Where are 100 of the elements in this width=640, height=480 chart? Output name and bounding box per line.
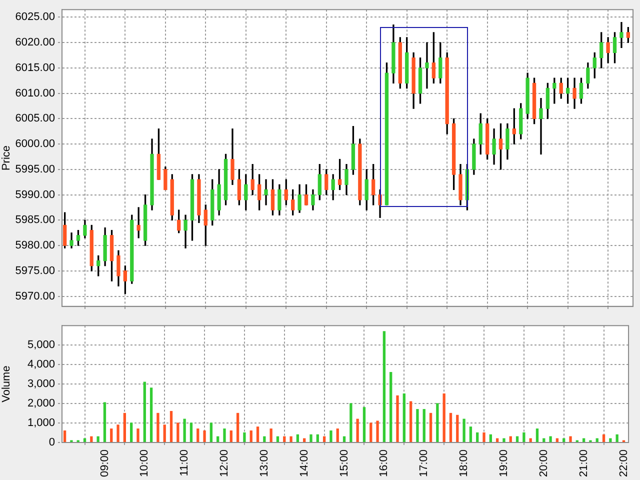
bar	[436, 403, 439, 442]
bar	[170, 410, 173, 442]
bar	[150, 388, 153, 442]
x-tick-label: 16:00	[378, 449, 390, 478]
y-tick-label: 3,000	[27, 378, 55, 390]
x-tick-label: 10:00	[138, 449, 151, 478]
candlestick	[264, 179, 268, 206]
y-tick-label: 6025.00	[15, 11, 55, 24]
bar	[390, 372, 392, 442]
bar	[123, 412, 126, 442]
y-tick-label: 6015.00	[15, 62, 55, 74]
x-tick-label: 22:00	[618, 449, 630, 478]
y-axis-title: Price	[0, 145, 13, 171]
bar	[290, 436, 292, 442]
y-tick-label: 5,000	[27, 339, 55, 352]
bar	[163, 424, 166, 442]
bar	[449, 412, 452, 442]
bar	[522, 432, 526, 442]
bar	[502, 438, 506, 442]
bar	[303, 438, 306, 442]
bar	[409, 401, 412, 442]
bar	[83, 438, 86, 442]
bar	[569, 436, 572, 442]
bar	[456, 414, 459, 442]
bar	[382, 331, 386, 442]
y-tick-label: 2,000	[27, 398, 55, 410]
y-tick-label: 5980.00	[15, 240, 55, 252]
bar	[210, 422, 213, 442]
bar	[183, 418, 186, 442]
y-axis-title: Volume	[0, 366, 13, 402]
bar	[370, 422, 372, 442]
bar	[596, 438, 598, 442]
bar	[96, 436, 100, 442]
bar	[536, 428, 539, 442]
bar	[203, 430, 206, 442]
bar	[416, 409, 419, 442]
bar	[236, 412, 240, 442]
bar	[376, 420, 379, 442]
bar	[469, 426, 472, 442]
y-tick-label: 5990.00	[15, 188, 55, 201]
bar	[270, 428, 272, 442]
bar	[223, 428, 226, 442]
y-tick-label: 5985.00	[15, 214, 55, 226]
bar	[156, 412, 160, 442]
y-tick-label: 5975.00	[15, 264, 55, 277]
bar	[556, 438, 559, 442]
bar	[243, 432, 246, 442]
bar	[476, 432, 479, 442]
y-tick-label: 6010.00	[15, 87, 55, 100]
bar	[562, 438, 566, 442]
bar	[190, 422, 193, 442]
y-tick-label: 5970.00	[15, 290, 55, 302]
y-tick-label: 5995.00	[15, 163, 55, 176]
candlestick	[425, 42, 429, 89]
bar	[130, 422, 133, 442]
candlestick	[620, 22, 624, 48]
bar	[116, 424, 120, 442]
y-tick-label: 1,000	[27, 417, 55, 430]
x-tick-label: 12:00	[218, 449, 231, 478]
y-tick-label: 4,000	[27, 358, 55, 371]
bar	[176, 422, 180, 442]
bar	[136, 428, 140, 442]
bar	[230, 430, 232, 442]
bar	[250, 430, 252, 442]
bar	[103, 402, 106, 442]
y-tick-label: 6005.00	[15, 112, 55, 125]
bar	[462, 418, 466, 442]
x-tick-label: 13:00	[258, 449, 270, 478]
x-tick-label: 09:00	[98, 449, 111, 478]
y-tick-label: 0	[48, 436, 55, 449]
x-tick-label: 21:00	[578, 449, 590, 478]
bar	[582, 438, 586, 442]
bar	[609, 438, 612, 442]
bar	[256, 426, 260, 442]
x-tick-label: 18:00	[458, 449, 470, 478]
x-tick-label: 19:00	[498, 449, 510, 478]
bar	[362, 407, 366, 442]
bar	[330, 430, 332, 442]
bar	[143, 382, 146, 442]
x-tick-label: 14:00	[298, 449, 310, 478]
bar	[356, 418, 359, 442]
x-tick-label: 20:00	[538, 449, 550, 478]
x-tick-label: 17:00	[418, 449, 430, 478]
bar	[196, 428, 200, 442]
bar	[402, 393, 406, 442]
bar	[350, 403, 352, 442]
bar	[496, 438, 499, 442]
x-tick-label: 11:00	[178, 449, 191, 476]
bar	[336, 428, 339, 442]
bar	[529, 438, 532, 442]
bar	[396, 395, 399, 442]
bar	[429, 412, 432, 442]
y-tick-label: 6000.00	[15, 138, 55, 150]
bar	[63, 430, 66, 442]
bar	[442, 393, 446, 442]
bar	[542, 438, 546, 442]
y-tick-label: 6020.00	[15, 36, 55, 49]
candlestick	[539, 98, 543, 155]
bar	[310, 434, 312, 442]
bar	[110, 428, 113, 442]
